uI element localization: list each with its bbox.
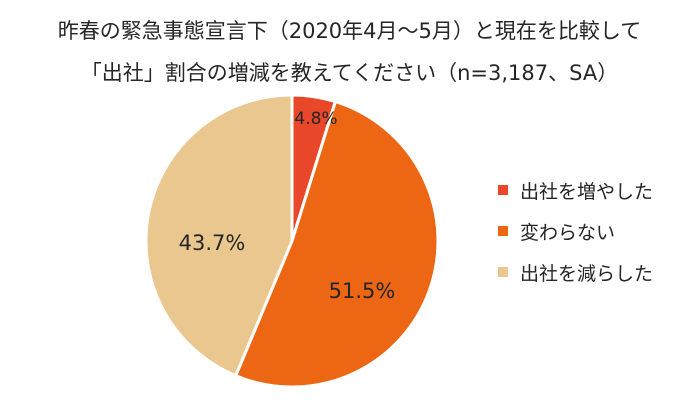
legend: 出社を増やした 変わらない 出社を減らした [498,178,653,301]
chart-title-line-2: 「出社」割合の増減を教えてください（n=3,187、SA） [80,61,619,85]
legend-item-unchanged: 変わらない [498,219,653,244]
legend-label-unchanged: 変わらない [520,221,616,244]
legend-item-decreased: 出社を減らした [498,260,654,285]
legend-label-increased: 出社を増やした [520,180,654,203]
legend-swatch-decreased [498,267,508,277]
legend-item-increased: 出社を増やした [498,178,654,203]
legend-label-decreased: 出社を減らした [520,262,654,285]
pie-slice-unchanged [234,100,440,389]
data-label-decreased: 43.7% [179,231,246,255]
pie-slice-decreased [144,93,294,378]
chart-title-line-1: 昨春の緊急事態宣言下（2020年4月～5月）と現在を比較して [57,19,642,43]
legend-swatch-increased [498,185,508,195]
data-label-increased: 4.8% [294,109,337,129]
data-label-unchanged: 51.5% [329,279,396,303]
legend-swatch-unchanged [498,226,508,236]
